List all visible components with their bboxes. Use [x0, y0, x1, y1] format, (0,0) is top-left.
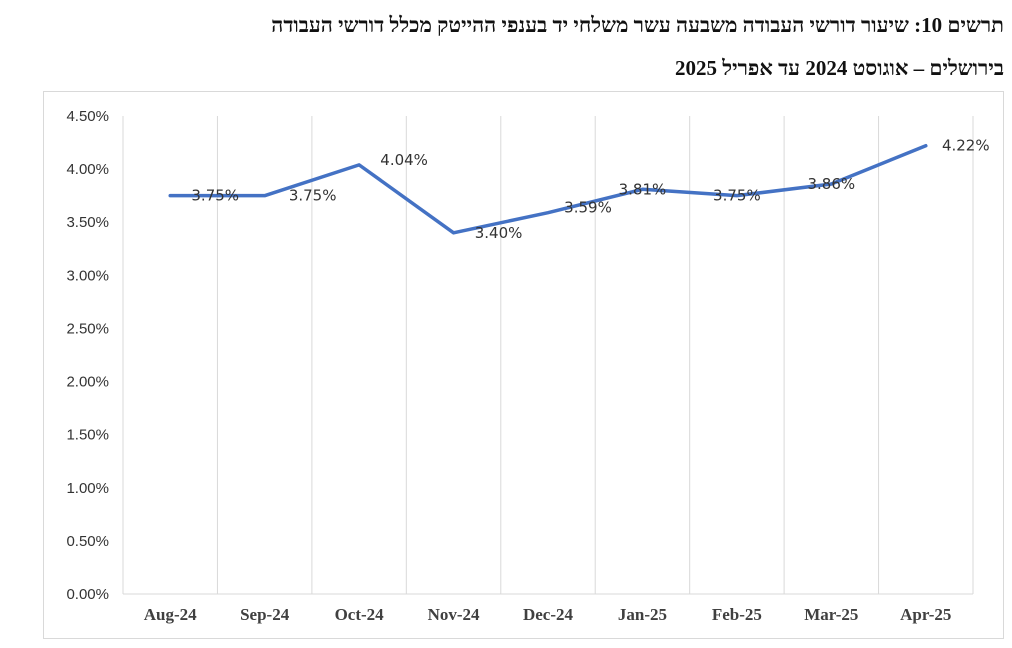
chart-frame: [43, 91, 1004, 639]
y-tick-label: 0.00%: [66, 586, 109, 603]
x-tick-label: Oct-24: [335, 605, 385, 624]
chart-title-line-1: תרשים 10: שיעור דורשי העבודה משבעה עשר מ…: [271, 13, 1004, 37]
y-tick-label: 2.00%: [66, 374, 109, 391]
x-tick-label: Apr-25: [900, 605, 951, 624]
data-label: 4.22%: [942, 137, 990, 155]
data-label: 3.86%: [808, 175, 856, 193]
series-line: [168, 143, 928, 235]
y-tick-label: 4.50%: [66, 108, 109, 125]
y-axis-ticks: 0.00% 0.50% 1.00% 1.50% 2.00% 2.50% 3.00% 3.50%…: [66, 108, 109, 603]
gridlines: [216, 116, 974, 594]
x-tick-label: Nov-24: [428, 605, 480, 624]
data-label: 3.75%: [289, 187, 337, 205]
data-label: 3.40%: [475, 224, 523, 242]
chart-title: תרשים 10: שיעור דורשי העבודה משבעה עשר מ…: [0, 4, 1004, 90]
y-tick-label: 0.50%: [66, 533, 109, 550]
data-label: 4.04%: [380, 151, 428, 169]
data-label: 3.75%: [191, 187, 239, 205]
y-tick-label: 2.50%: [66, 320, 109, 337]
data-label: 3.75%: [713, 187, 761, 205]
x-tick-label: Mar-25: [804, 605, 858, 624]
y-tick-label: 3.50%: [66, 214, 109, 231]
data-label: 3.59%: [564, 199, 612, 217]
data-labels: 3.75% 3.75% 4.04% 3.40% 3.59% 3.81% 3.75% 3.86%…: [191, 137, 989, 242]
data-label: 3.81%: [619, 180, 667, 198]
series: [168, 143, 928, 235]
x-tick-label: Sep-24: [240, 605, 290, 624]
x-tick-label: Feb-25: [712, 605, 762, 624]
y-tick-label: 1.00%: [66, 480, 109, 497]
y-tick-label: 3.00%: [66, 267, 109, 284]
x-axis-ticks: Aug-24 Sep-24 Oct-24 Nov-24 Dec-24 Jan-25 Feb-…: [144, 605, 952, 624]
y-tick-label: 1.50%: [66, 427, 109, 444]
chart-title-line-2: בירושלים – אוגוסט 2024 עד אפריל 2025: [675, 56, 1004, 80]
x-tick-label: Dec-24: [523, 605, 574, 624]
y-tick-label: 4.00%: [66, 161, 109, 178]
axes: [122, 116, 973, 595]
x-tick-label: Jan-25: [618, 605, 667, 624]
x-tick-label: Aug-24: [144, 605, 197, 624]
